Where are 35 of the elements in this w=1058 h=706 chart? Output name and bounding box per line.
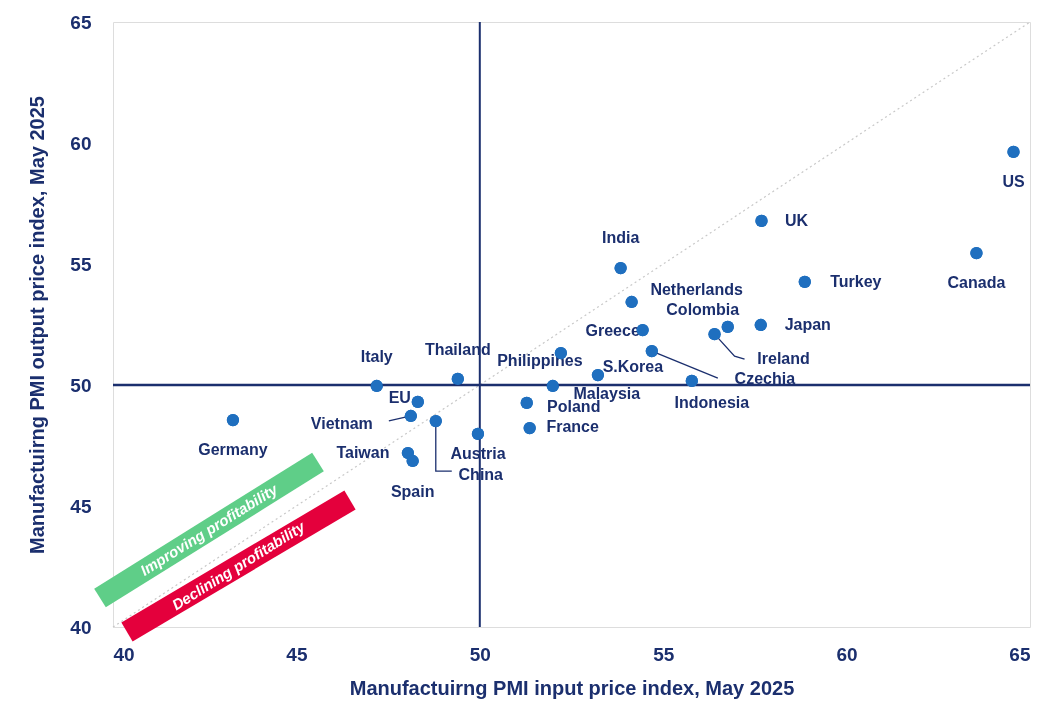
- annotation: Colombia: [666, 300, 740, 318]
- annotation: UK: [784, 211, 809, 229]
- y-tick-label: 65: [70, 11, 92, 33]
- annotation: US: [1002, 172, 1025, 190]
- annotation: Taiwan: [336, 444, 390, 461]
- annotation: India: [601, 229, 640, 247]
- annotation: Ireland: [757, 350, 810, 368]
- annotation: Spain: [390, 482, 435, 500]
- x-tick-label: 50: [469, 643, 491, 665]
- x-tick-label: 55: [653, 643, 675, 665]
- annotation: Germany: [198, 441, 268, 459]
- annotation: Netherlands: [650, 280, 743, 298]
- annotation: Italy: [360, 347, 393, 365]
- y-tick-label: 60: [70, 132, 92, 154]
- y-tick-label: 45: [70, 495, 92, 517]
- annotation: EU: [388, 388, 411, 406]
- annotation: Malaysia: [573, 384, 641, 402]
- x-tick-label: 60: [836, 643, 858, 665]
- annotation: Canada: [947, 274, 1006, 292]
- annotation: Czechia: [734, 370, 796, 388]
- annotation: Turkey: [830, 272, 882, 290]
- y-tick-label: 55: [70, 253, 92, 275]
- annotation: Philippines: [497, 352, 583, 370]
- x-tick-label: 45: [286, 643, 308, 665]
- x-tick-label: 65: [1009, 643, 1031, 665]
- annotation: Indonesia: [674, 393, 750, 411]
- annotation: France: [546, 418, 600, 436]
- x-axis-title: Manufactuirng PMI input price index, May 2025: [349, 676, 795, 699]
- annotation: S.Korea: [602, 358, 664, 376]
- annotation: Vietnam: [310, 414, 373, 432]
- y-tick-label: 40: [70, 616, 92, 638]
- y-tick-label: 50: [70, 374, 92, 396]
- y-axis-title: Manufactuirng PMI output price index, May 2025: [26, 96, 49, 554]
- annotation: Japan: [784, 315, 831, 333]
- x-tick-label: 40: [113, 643, 135, 665]
